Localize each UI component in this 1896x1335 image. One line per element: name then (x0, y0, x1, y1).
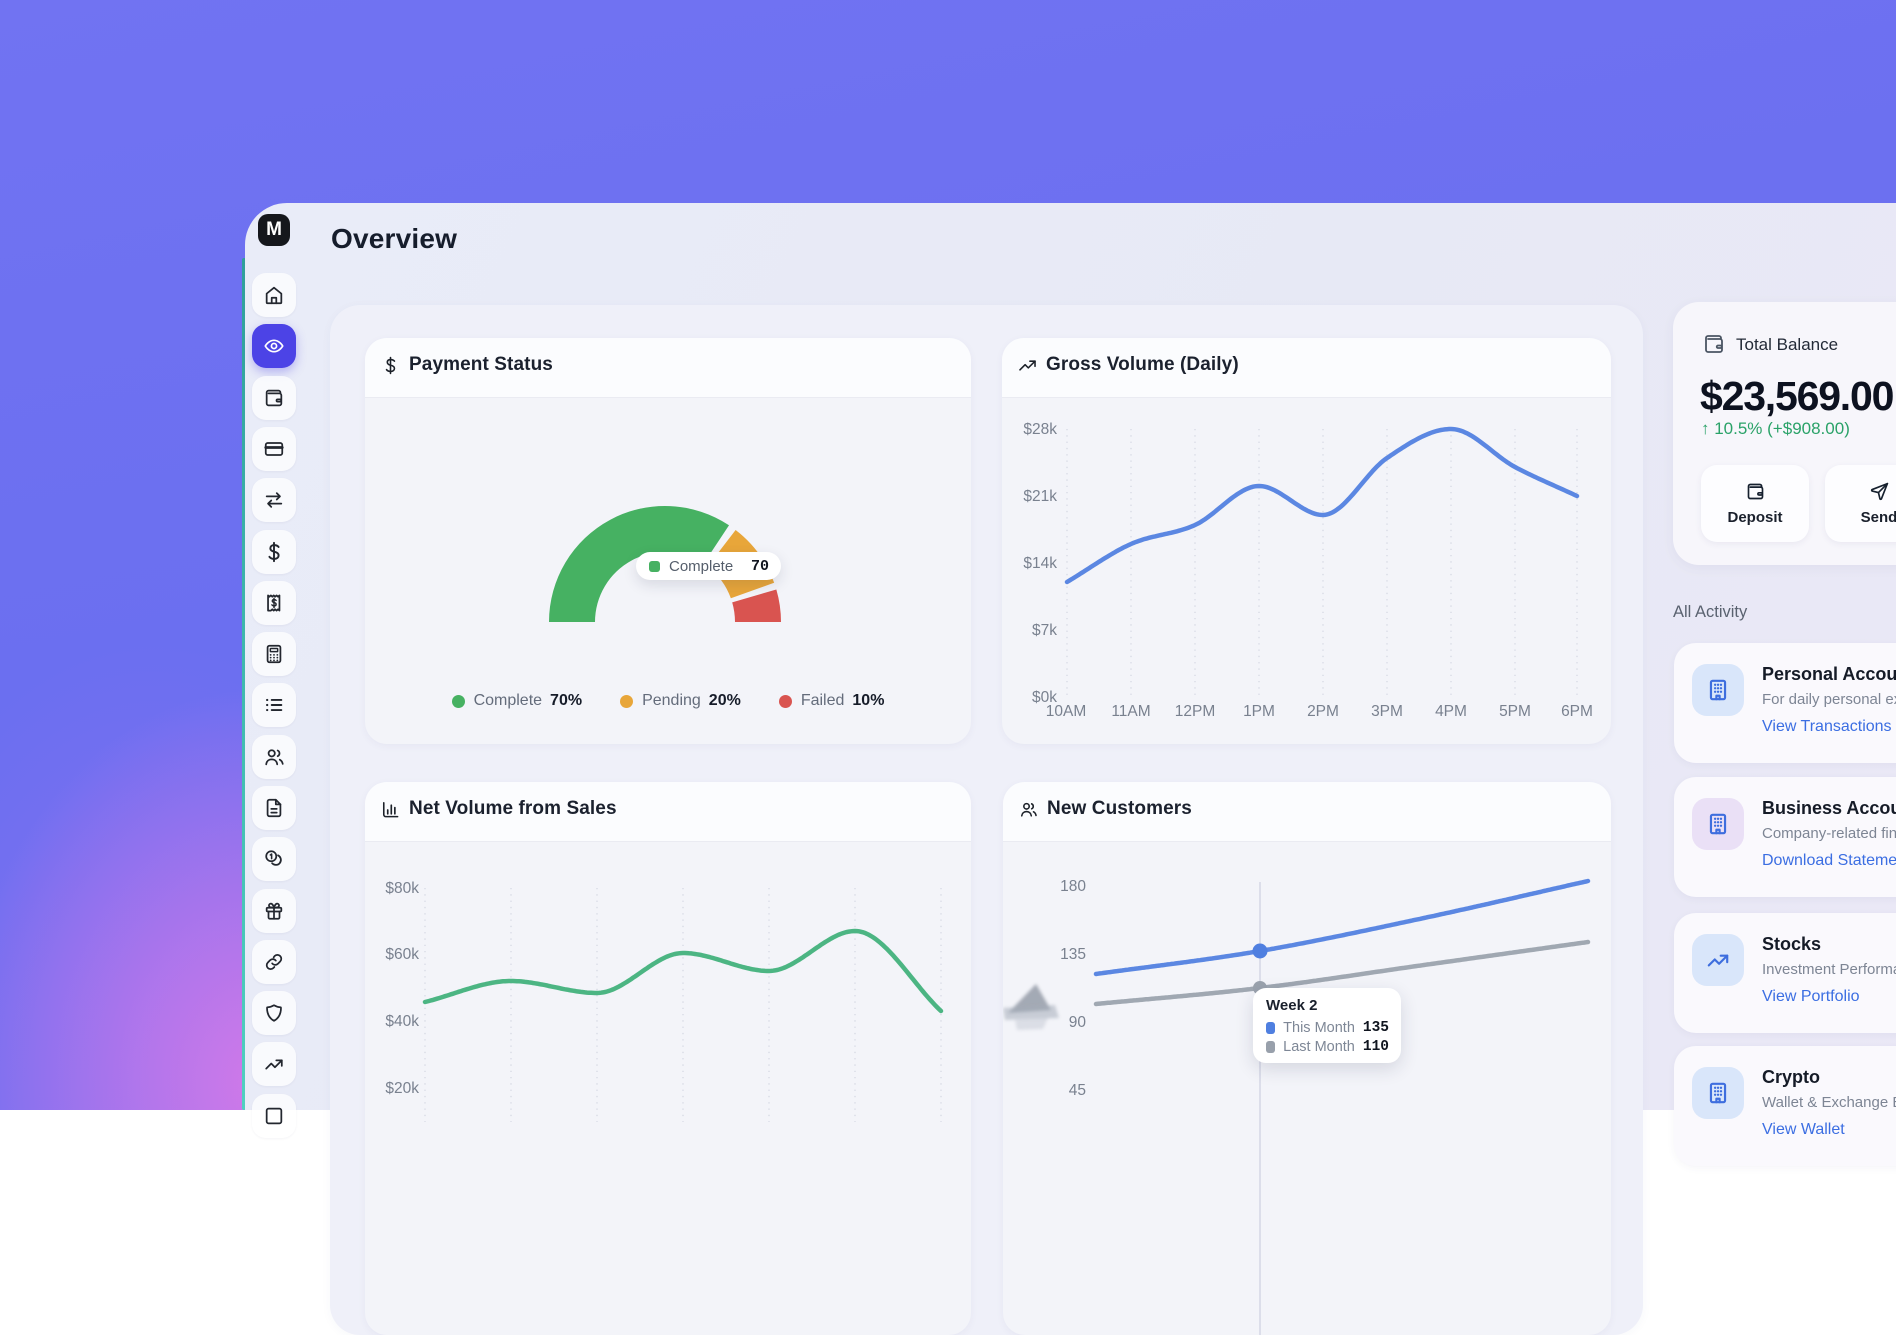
svg-text:180: 180 (1060, 878, 1086, 895)
svg-text:$7k: $7k (1032, 622, 1057, 639)
svg-text:$21k: $21k (1023, 488, 1057, 505)
svg-text:$0k: $0k (1032, 689, 1057, 706)
svg-text:12PM: 12PM (1175, 703, 1216, 720)
svg-text:5PM: 5PM (1499, 703, 1531, 720)
svg-text:3PM: 3PM (1371, 703, 1403, 720)
svg-text:2PM: 2PM (1307, 703, 1339, 720)
svg-text:1PM: 1PM (1243, 703, 1275, 720)
svg-text:45: 45 (1069, 1082, 1086, 1099)
svg-text:$40k: $40k (385, 1013, 419, 1030)
svg-text:10AM: 10AM (1046, 703, 1087, 720)
svg-text:$20k: $20k (385, 1080, 419, 1097)
svg-text:6PM: 6PM (1561, 703, 1593, 720)
svg-text:90: 90 (1069, 1014, 1087, 1031)
svg-text:135: 135 (1060, 946, 1086, 963)
svg-text:$60k: $60k (385, 946, 419, 963)
svg-text:$28k: $28k (1023, 421, 1057, 438)
svg-text:$14k: $14k (1023, 555, 1057, 572)
svg-text:4PM: 4PM (1435, 703, 1467, 720)
svg-text:$80k: $80k (385, 880, 419, 897)
svg-text:11AM: 11AM (1111, 703, 1150, 720)
